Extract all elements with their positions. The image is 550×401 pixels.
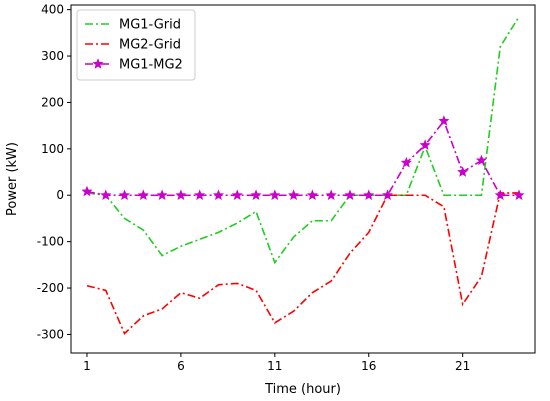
- data-point-mg1-mg2: [382, 189, 394, 200]
- data-point-mg1-mg2: [250, 189, 262, 200]
- data-point-mg1-mg2: [513, 189, 525, 200]
- data-point-mg1-mg2: [419, 139, 431, 150]
- x-tick-label: 6: [177, 359, 185, 373]
- y-tick-label: -200: [37, 281, 64, 295]
- legend-label-mg2-grid: MG2-Grid: [119, 38, 181, 53]
- y-axis-title: Power (kW): [5, 142, 20, 216]
- y-tick-label: -100: [37, 235, 64, 249]
- data-point-mg1-mg2: [156, 189, 168, 200]
- x-tick-label: 1: [83, 359, 91, 373]
- data-point-mg1-mg2: [438, 115, 450, 126]
- data-point-mg1-mg2: [100, 189, 112, 200]
- legend-label-mg1-mg2: MG1-MG2: [119, 58, 183, 73]
- data-point-mg1-mg2: [81, 185, 93, 197]
- data-point-mg1-mg2: [457, 166, 469, 177]
- x-tick-label: 11: [267, 359, 282, 373]
- y-tick-label: 0: [56, 188, 64, 202]
- data-point-mg1-mg2: [137, 189, 149, 200]
- data-point-mg1-mg2: [288, 189, 300, 200]
- y-tick-label: 400: [41, 3, 64, 17]
- data-point-mg1-mg2: [325, 189, 337, 200]
- x-tick-label: 21: [455, 359, 470, 373]
- data-point-mg1-mg2: [494, 189, 506, 200]
- data-point-mg1-mg2: [344, 189, 356, 200]
- x-axis-title: Time (hour): [264, 382, 341, 397]
- series-line-mg1-mg2: [86, 119, 520, 197]
- y-tick-label: 100: [41, 142, 64, 156]
- x-tick-label: 16: [361, 359, 376, 373]
- data-point-mg1-mg2: [363, 189, 375, 200]
- data-point-mg1-mg2: [119, 189, 131, 200]
- legend-box: [76, 9, 196, 81]
- y-tick-label: 200: [41, 95, 64, 109]
- y-tick-label: 300: [41, 49, 64, 63]
- series-line-mg2-grid: [86, 192, 520, 335]
- data-point-mg1-mg2: [400, 156, 412, 168]
- data-point-mg1-mg2: [475, 154, 487, 166]
- data-point-mg1-mg2: [175, 189, 187, 200]
- legend: MG1-Grid MG2-Grid MG1-MG2: [76, 9, 196, 81]
- data-point-mg1-mg2: [194, 189, 206, 200]
- data-point-mg1-mg2: [212, 189, 224, 200]
- legend-marker-mg1-mg2: [92, 58, 104, 69]
- legend-label-mg1-grid: MG1-Grid: [119, 18, 181, 33]
- series-line-mg1-grid: [86, 16, 520, 265]
- data-point-mg1-mg2: [306, 189, 318, 200]
- data-point-mg1-mg2: [269, 189, 281, 200]
- y-tick-label: -300: [37, 327, 64, 341]
- data-point-mg1-mg2: [231, 189, 243, 200]
